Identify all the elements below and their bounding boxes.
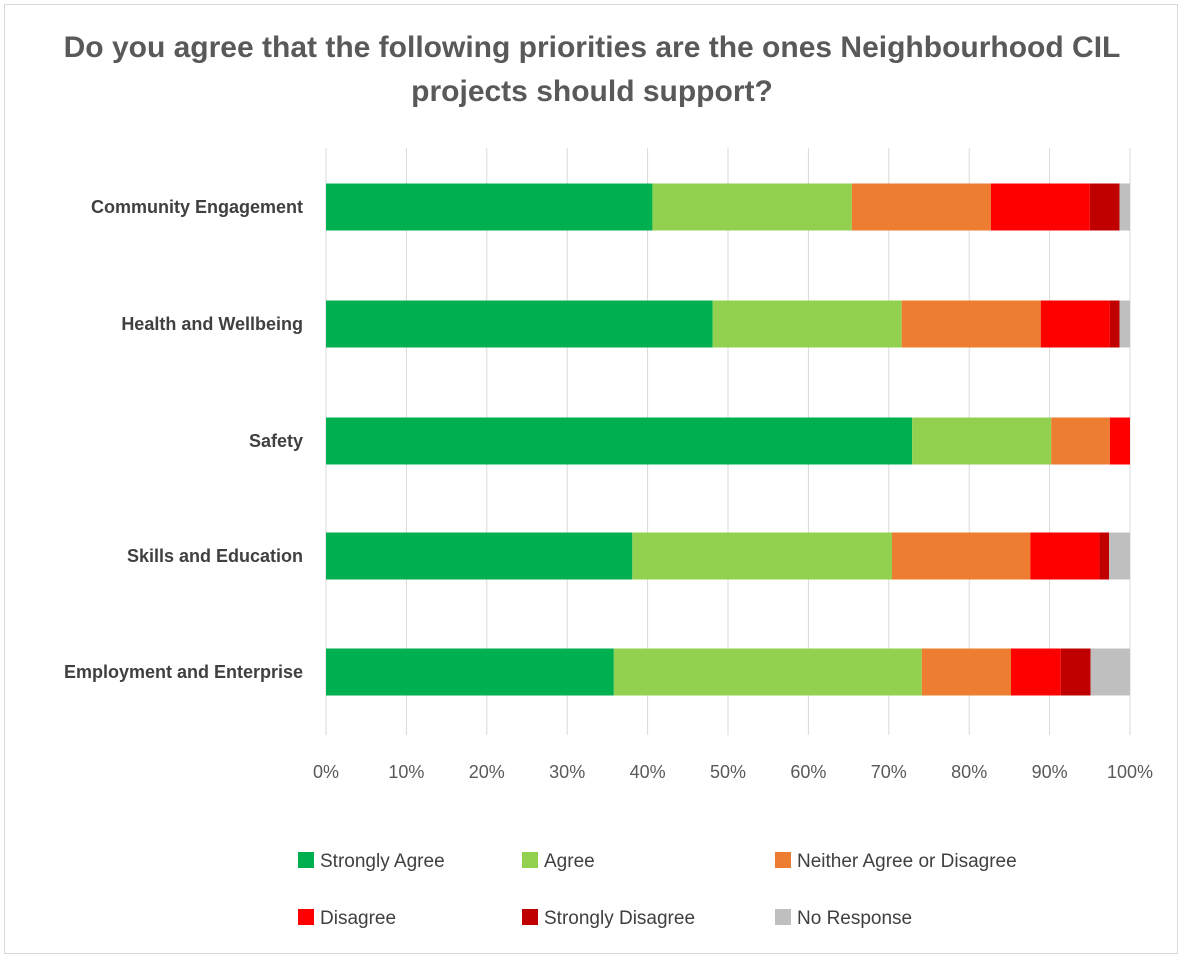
bar-segment bbox=[921, 648, 1012, 696]
bar-segment bbox=[1109, 300, 1120, 348]
legend-swatch bbox=[298, 852, 314, 868]
x-tick-label: 60% bbox=[790, 762, 826, 782]
bar-segment bbox=[1040, 300, 1110, 348]
bar-segment bbox=[326, 648, 614, 696]
category-label: Community Engagement bbox=[91, 197, 303, 217]
legend-swatch bbox=[522, 852, 538, 868]
x-tick-label: 70% bbox=[871, 762, 907, 782]
bar-segment bbox=[892, 532, 1031, 580]
bar-segment bbox=[1051, 417, 1110, 465]
bar-segment bbox=[326, 417, 913, 465]
category-label: Employment and Enterprise bbox=[64, 662, 303, 682]
legend-label: Agree bbox=[544, 851, 595, 872]
legend-label: Strongly Agree bbox=[320, 851, 445, 872]
bar-segment bbox=[1011, 648, 1061, 696]
chart-area bbox=[4, 4, 1178, 954]
bar-segment bbox=[1060, 648, 1091, 696]
bar-segment bbox=[1099, 532, 1110, 580]
legend-label: No Response bbox=[797, 908, 912, 929]
x-tick-label: 40% bbox=[630, 762, 666, 782]
bar-segment bbox=[326, 532, 633, 580]
bar-segment bbox=[1109, 417, 1130, 465]
category-label: Skills and Education bbox=[127, 546, 303, 566]
bar-segment bbox=[326, 183, 653, 231]
category-label: Safety bbox=[249, 431, 303, 451]
legend-label: Neither Agree or Disagree bbox=[797, 851, 1017, 872]
bar-segment bbox=[990, 183, 1090, 231]
bar-segment bbox=[1119, 183, 1130, 231]
bar-segment bbox=[712, 300, 902, 348]
bar-segment bbox=[901, 300, 1041, 348]
legend-label: Disagree bbox=[320, 908, 396, 929]
bar-segment bbox=[1090, 648, 1130, 696]
bar-segment bbox=[1109, 532, 1130, 580]
bar-segment bbox=[1030, 532, 1100, 580]
legend-swatch bbox=[298, 909, 314, 925]
x-tick-label: 20% bbox=[469, 762, 505, 782]
bar-segment bbox=[1119, 300, 1130, 348]
bar-segment bbox=[851, 183, 991, 231]
bar-segment bbox=[652, 183, 852, 231]
bar-segment bbox=[1089, 183, 1120, 231]
bar-segment bbox=[912, 417, 1052, 465]
x-tick-label: 80% bbox=[951, 762, 987, 782]
bar-segment bbox=[326, 300, 713, 348]
x-tick-label: 0% bbox=[313, 762, 339, 782]
legend-swatch bbox=[775, 909, 791, 925]
x-tick-label: 50% bbox=[710, 762, 746, 782]
bar-segment bbox=[613, 648, 922, 696]
legend-swatch bbox=[775, 852, 791, 868]
legend-label: Strongly Disagree bbox=[544, 908, 695, 929]
x-tick-label: 100% bbox=[1107, 762, 1153, 782]
category-label: Health and Wellbeing bbox=[121, 314, 303, 334]
legend-swatch bbox=[522, 909, 538, 925]
x-tick-label: 90% bbox=[1032, 762, 1068, 782]
bar-segment bbox=[632, 532, 893, 580]
x-tick-label: 30% bbox=[549, 762, 585, 782]
chart-title: Do you agree that the following prioriti… bbox=[63, 31, 1121, 108]
x-tick-label: 10% bbox=[388, 762, 424, 782]
